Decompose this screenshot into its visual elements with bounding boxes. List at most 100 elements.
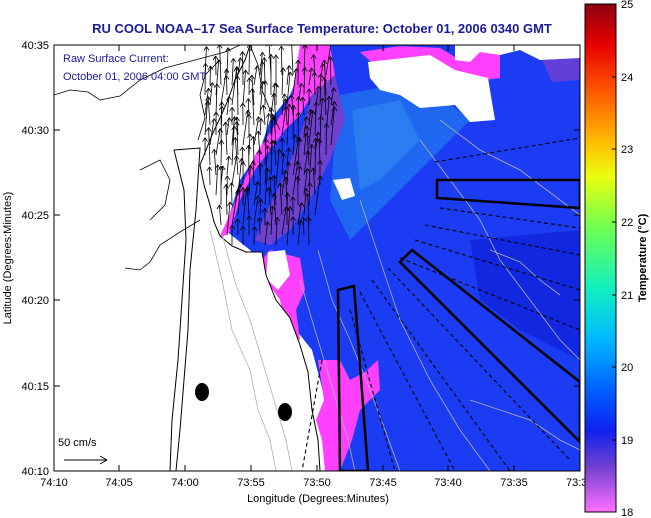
current-vector-head bbox=[291, 134, 295, 139]
x-tick-labels: 74:10 74:05 74:00 73:55 73:50 73:45 73:4… bbox=[40, 477, 587, 489]
current-vector-head bbox=[274, 82, 278, 88]
current-vector-head bbox=[229, 224, 233, 230]
current-vector bbox=[264, 168, 268, 206]
current-vector bbox=[204, 100, 208, 136]
current-vector bbox=[207, 96, 211, 126]
current-vector bbox=[259, 150, 261, 176]
current-vector-head bbox=[271, 175, 275, 180]
x-tick-label: 74:10 bbox=[40, 477, 68, 489]
current-vector bbox=[323, 77, 327, 116]
current-vector-head bbox=[265, 187, 270, 192]
current-vector bbox=[242, 110, 249, 146]
current-vector bbox=[303, 188, 307, 216]
current-vector-head bbox=[246, 45, 250, 48]
current-vector-head bbox=[288, 65, 292, 70]
sst-coastal-magenta-north bbox=[218, 45, 335, 240]
current-vector-head bbox=[290, 196, 294, 201]
current-vector-head bbox=[314, 71, 318, 77]
scale-label: 50 cm/s bbox=[58, 437, 97, 449]
current-vector-head bbox=[206, 166, 210, 172]
current-vector-head bbox=[237, 75, 241, 80]
current-vector bbox=[281, 67, 284, 96]
current-vector-head bbox=[257, 162, 261, 168]
current-vector bbox=[285, 177, 288, 206]
current-vector bbox=[231, 58, 234, 86]
current-vector-head bbox=[231, 107, 235, 112]
current-vector-head bbox=[313, 101, 317, 107]
current-vector-head bbox=[294, 176, 299, 181]
current-vector bbox=[237, 75, 239, 116]
current-vector bbox=[237, 158, 242, 196]
inlet-contour bbox=[139, 159, 171, 221]
current-vector-head bbox=[230, 58, 234, 63]
current-vector-head bbox=[268, 107, 272, 112]
current-vector-head bbox=[331, 101, 335, 106]
current-vector-head bbox=[211, 118, 215, 123]
current-vector-head bbox=[267, 167, 271, 173]
current-vector-head bbox=[331, 106, 335, 112]
current-vector bbox=[270, 83, 276, 116]
current-vector-head bbox=[320, 115, 324, 121]
plot-area: Raw Surface Current: October 01, 2006 04… bbox=[54, 45, 580, 471]
current-vector-head bbox=[259, 149, 263, 155]
current-vector-head bbox=[236, 66, 240, 71]
current-vector-head bbox=[245, 144, 249, 150]
current-vector bbox=[247, 186, 250, 216]
current-vector-head bbox=[294, 134, 298, 139]
current-vector-head bbox=[292, 216, 296, 221]
current-vector-head bbox=[319, 175, 324, 180]
current-vector-head bbox=[253, 136, 257, 141]
current-vector-head bbox=[326, 95, 330, 101]
current-vector-head bbox=[304, 168, 308, 173]
station-marker-1[interactable] bbox=[195, 383, 209, 401]
current-vector-head bbox=[212, 55, 216, 61]
x-axis-label: Longitude (Degrees:Minutes) bbox=[247, 493, 389, 505]
current-vector-head bbox=[311, 67, 315, 73]
y-tick-labels: 40:35 40:30 40:25 40:20 40:15 40:10 bbox=[21, 40, 49, 478]
colorbar-label: Temperature (°C) bbox=[637, 213, 649, 302]
current-vector-head bbox=[295, 137, 299, 143]
current-vector bbox=[297, 165, 301, 186]
current-vector bbox=[314, 101, 317, 136]
current-vector-head bbox=[236, 121, 240, 126]
current-vector-head bbox=[206, 46, 210, 51]
current-vector-head bbox=[218, 59, 222, 65]
current-vector-head bbox=[265, 113, 270, 118]
cloud-mask-2 bbox=[455, 45, 580, 62]
current-vector-head bbox=[300, 83, 305, 88]
current-vector-head bbox=[251, 88, 256, 93]
current-vector-head bbox=[304, 125, 308, 131]
current-vector-head bbox=[310, 54, 314, 59]
current-vector bbox=[219, 204, 222, 226]
current-vector-head bbox=[214, 164, 219, 170]
current-vector-head bbox=[227, 47, 231, 52]
current-vector-head bbox=[308, 144, 313, 149]
current-vector bbox=[292, 68, 297, 96]
current-vector-head bbox=[225, 47, 229, 52]
station-marker-2[interactable] bbox=[278, 403, 292, 421]
current-vector-head bbox=[236, 155, 240, 160]
transect-wedge-south bbox=[336, 284, 370, 471]
current-vector-head bbox=[307, 150, 311, 155]
current-vector-head bbox=[255, 195, 259, 200]
current-vector-head bbox=[240, 187, 244, 192]
current-vector-head bbox=[226, 68, 230, 74]
current-vector-head bbox=[268, 187, 272, 192]
current-vector bbox=[259, 81, 264, 116]
current-vector-head bbox=[217, 128, 221, 133]
current-vector-head bbox=[207, 96, 211, 101]
current-vector-head bbox=[242, 161, 246, 167]
current-vector-head bbox=[210, 65, 214, 71]
current-vector-head bbox=[313, 167, 317, 173]
current-vector-head bbox=[207, 65, 211, 71]
current-vector-head bbox=[280, 67, 284, 72]
current-vector-head bbox=[270, 107, 275, 112]
current-vector bbox=[303, 67, 306, 96]
current-vector bbox=[209, 82, 213, 106]
current-vector bbox=[286, 71, 291, 106]
current-vector-head bbox=[222, 165, 226, 171]
current-vector-head bbox=[295, 68, 300, 73]
current-vector-head bbox=[248, 74, 253, 80]
current-vector-head bbox=[241, 146, 246, 152]
current-vector-head bbox=[234, 66, 238, 71]
